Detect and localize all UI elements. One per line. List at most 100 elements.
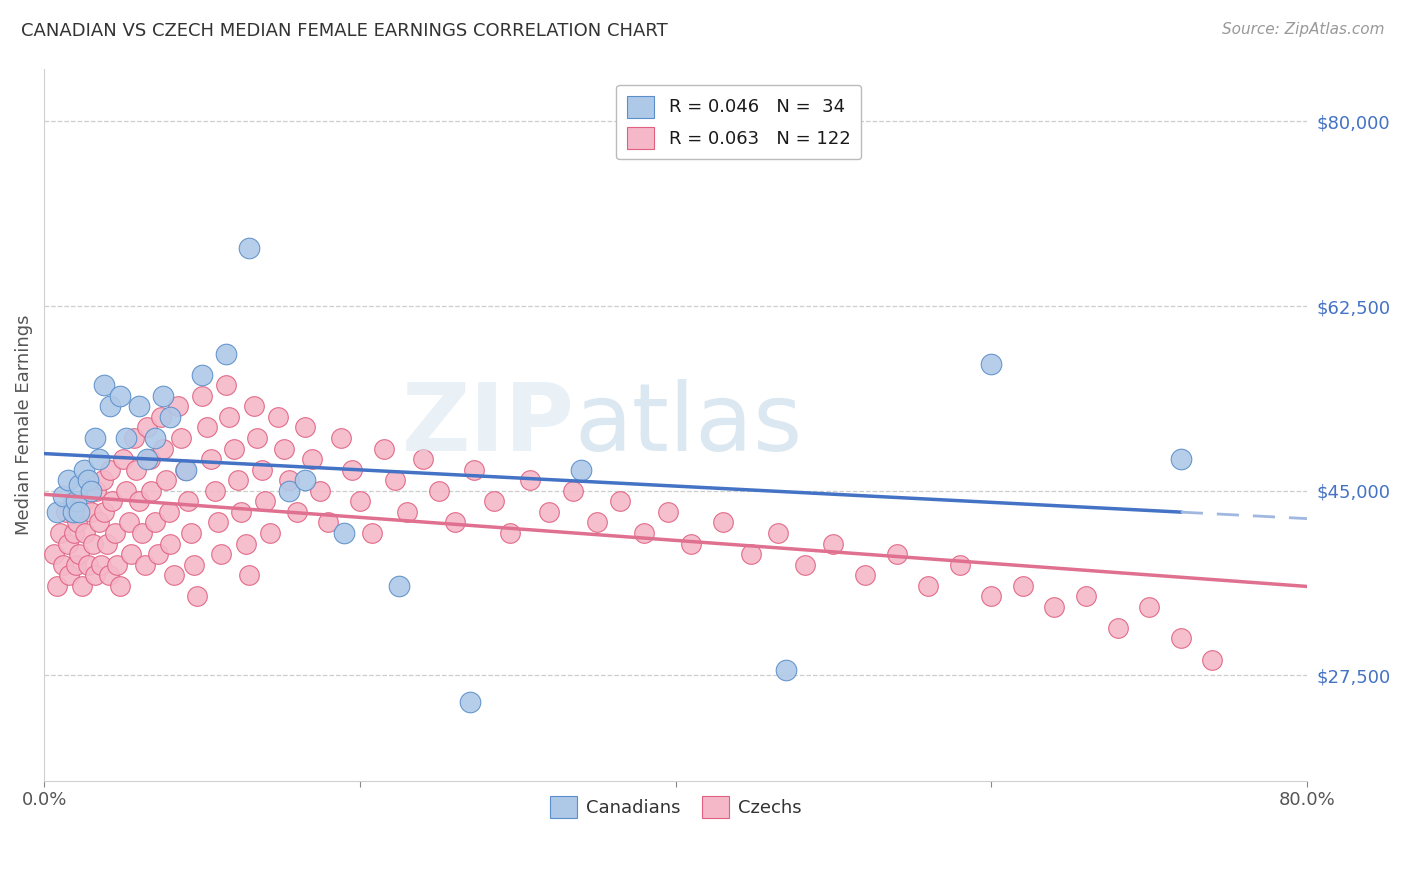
Point [519, 473, 541, 487]
Point [152, 389, 174, 403]
Point [980, 589, 1002, 603]
Point [72, 462, 94, 476]
Point [157, 505, 180, 519]
Point [218, 409, 240, 424]
Point [104, 525, 127, 540]
Point [173, 462, 195, 476]
Point [66, 516, 89, 530]
Point [75, 525, 97, 540]
Point [128, 399, 150, 413]
Point [62, 494, 84, 508]
Point [45, 579, 67, 593]
Point [267, 409, 290, 424]
Point [569, 462, 592, 476]
Point [118, 516, 141, 530]
Point [740, 547, 762, 561]
Point [235, 536, 257, 550]
Text: atlas: atlas [575, 379, 803, 471]
Point [226, 473, 249, 487]
Point [62, 505, 84, 519]
Point [82, 536, 104, 550]
Point [657, 505, 679, 519]
Point [1012, 579, 1035, 593]
Point [135, 420, 157, 434]
Point [329, 431, 352, 445]
Point [273, 442, 295, 456]
Point [1137, 599, 1160, 614]
Point [93, 378, 115, 392]
Point [301, 452, 323, 467]
Point [159, 536, 181, 550]
Point [134, 558, 156, 572]
Point [443, 516, 465, 530]
Point [52, 489, 75, 503]
Point [56, 536, 79, 550]
Point [105, 558, 128, 572]
Point [77, 558, 100, 572]
Point [222, 442, 245, 456]
Point [90, 558, 112, 572]
Point [361, 525, 384, 540]
Point [180, 525, 202, 540]
Point [412, 452, 434, 467]
Point [886, 547, 908, 561]
Point [83, 431, 105, 445]
Point [77, 473, 100, 487]
Point [277, 473, 299, 487]
Point [349, 494, 371, 508]
Point [294, 473, 316, 487]
Point [58, 568, 80, 582]
Point [67, 478, 90, 492]
Point [949, 558, 972, 572]
Point [1201, 652, 1223, 666]
Point [294, 420, 316, 434]
Point [195, 420, 218, 434]
Point [204, 483, 226, 498]
Point [177, 494, 200, 508]
Point [585, 516, 607, 530]
Point [65, 558, 87, 572]
Point [681, 536, 703, 550]
Point [122, 431, 145, 445]
Point [96, 536, 118, 550]
Point [83, 568, 105, 582]
Point [254, 494, 277, 508]
Point [246, 431, 269, 445]
Point [120, 547, 142, 561]
Point [238, 568, 260, 582]
Point [633, 525, 655, 540]
Point [167, 399, 190, 413]
Point [89, 516, 111, 530]
Point [63, 525, 86, 540]
Point [67, 547, 90, 561]
Point [170, 431, 193, 445]
Point [427, 483, 450, 498]
Point [143, 431, 166, 445]
Point [124, 462, 146, 476]
Point [108, 389, 131, 403]
Point [250, 462, 273, 476]
Point [91, 473, 114, 487]
Point [384, 473, 406, 487]
Point [183, 558, 205, 572]
Point [333, 525, 356, 540]
Point [135, 452, 157, 467]
Point [316, 516, 339, 530]
Point [101, 494, 124, 508]
Point [463, 462, 485, 476]
Point [1043, 599, 1066, 614]
Point [460, 695, 482, 709]
Point [259, 525, 281, 540]
Point [131, 525, 153, 540]
Point [42, 547, 65, 561]
Point [917, 579, 939, 593]
Point [285, 505, 308, 519]
Point [538, 505, 561, 519]
Point [52, 558, 75, 572]
Point [67, 505, 90, 519]
Y-axis label: Median Female Earnings: Median Female Earnings [15, 315, 32, 535]
Point [1170, 632, 1192, 646]
Point [191, 368, 214, 382]
Point [1170, 452, 1192, 467]
Point [80, 505, 103, 519]
